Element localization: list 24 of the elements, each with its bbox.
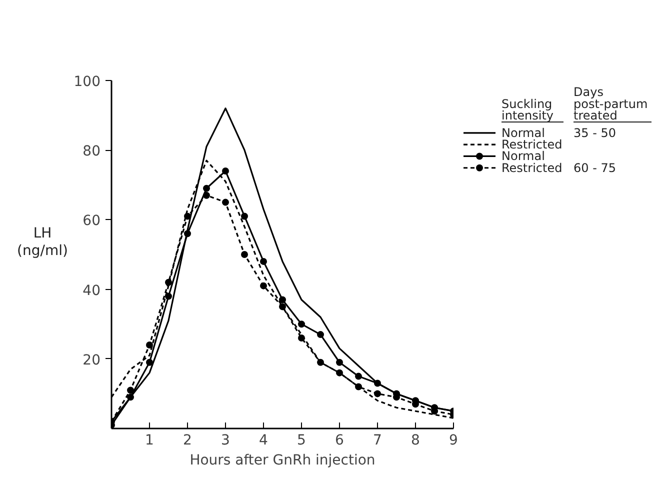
x-tick-label: 5 [297,432,306,448]
x-tick-label: 4 [259,432,268,448]
legend-title: Suckling intensity [502,96,554,122]
legend-label: Normal [502,149,545,164]
y-tick-label: 80 [82,144,101,160]
legend-label: Normal [502,126,545,140]
y-tick-label: 40 [82,282,101,299]
x-tick-label: 2 [183,432,192,448]
y-tick-label: 60 [82,213,101,230]
y-tick-label: 100 [74,74,101,90]
legend-label: Restricted [502,138,562,152]
y-axis-title: LH (ng/ml) [17,225,68,259]
x-tick-label: 7 [373,432,382,448]
text: Days post-partum treated [574,85,648,122]
x-tick-label: 6 [335,432,344,448]
x-tick-label: 1 [145,432,154,448]
x-axis-title: Hours after GnRh injection [190,452,376,468]
x-tick-label: 3 [221,432,230,448]
y-tick-label: 20 [82,352,101,368]
x-tick-label: 9 [449,432,458,448]
x-tick-label: 8 [411,432,420,448]
text: 35 - 50 [574,126,616,140]
legend-label: Restricted [502,160,562,175]
text: 60 - 75 [574,160,616,175]
